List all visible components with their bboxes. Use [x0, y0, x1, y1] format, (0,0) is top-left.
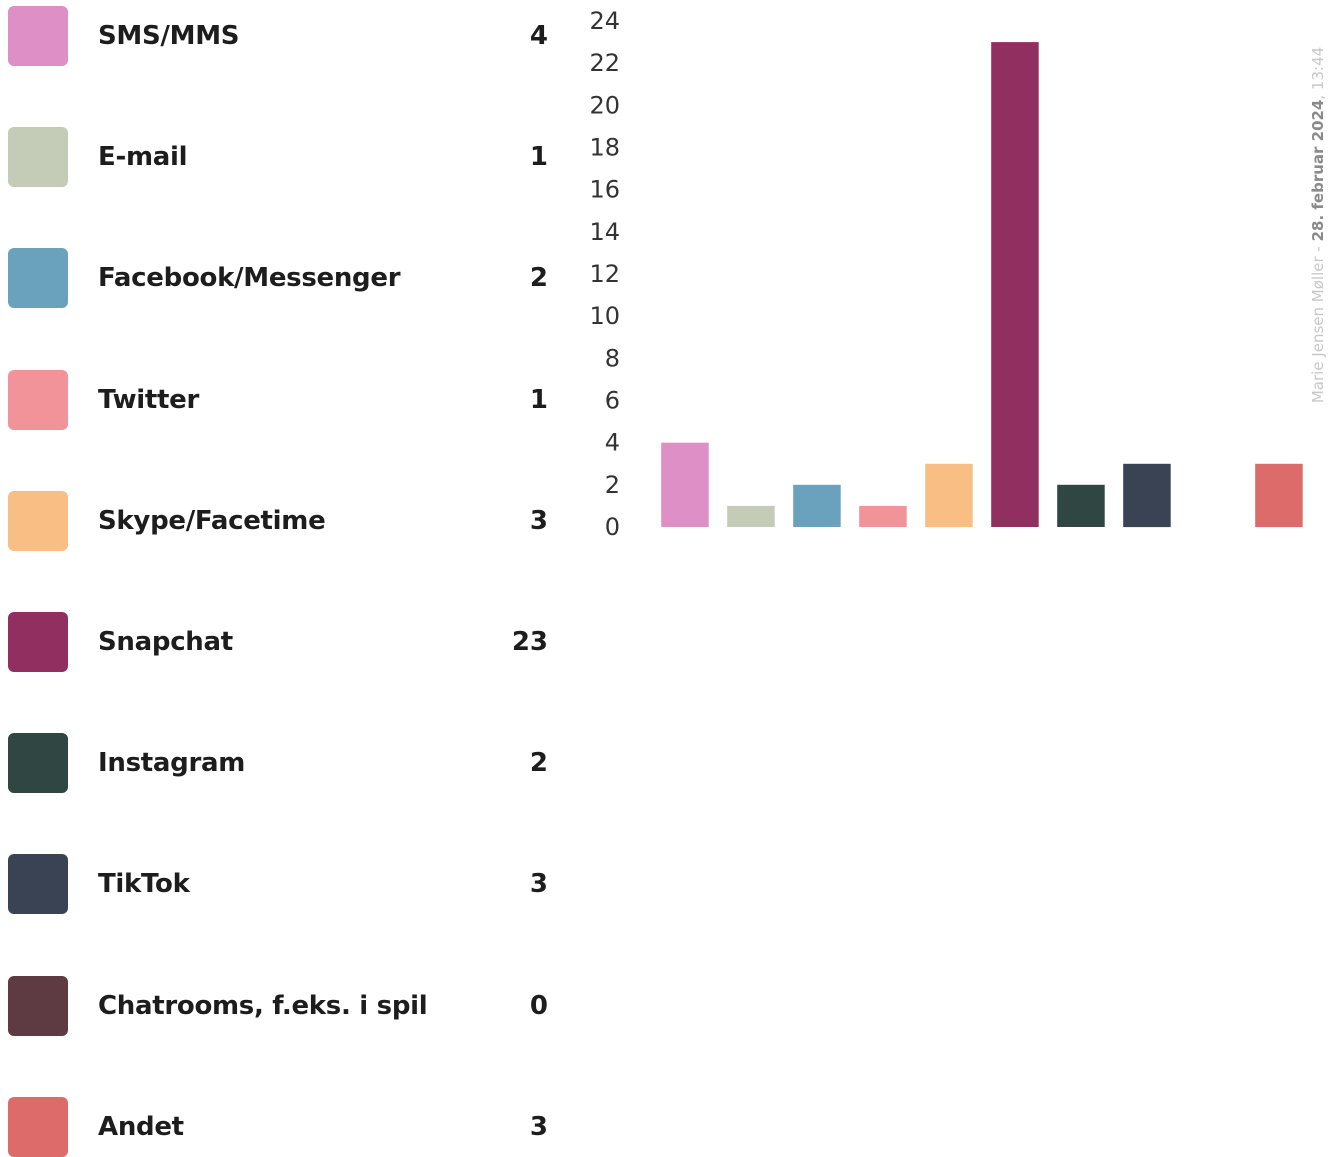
y-tick-label: 24 — [589, 7, 620, 35]
legend-label: Snapchat — [98, 627, 233, 657]
legend-swatch — [8, 733, 68, 794]
legend-item: SMS/MMS 4 — [0, 6, 560, 66]
legend-swatch — [8, 854, 68, 915]
y-tick-label: 4 — [605, 429, 620, 457]
bar — [859, 505, 907, 527]
legend-item: Facebook/Messenger 2 — [0, 248, 560, 309]
legend-item: Snapchat 23 — [0, 612, 560, 672]
y-tick-label: 6 — [605, 387, 620, 415]
legend-label: Skype/Facetime — [98, 505, 326, 536]
legend-swatch — [8, 248, 68, 309]
bar — [727, 505, 775, 527]
legend-label: Andet — [98, 1111, 184, 1142]
legend-count: 2 — [529, 748, 548, 779]
legend-item: TikTok 3 — [0, 854, 560, 915]
legend-count: 23 — [511, 627, 548, 657]
legend-label: Twitter — [98, 384, 200, 415]
legend-count: 3 — [529, 1111, 548, 1142]
y-tick-label: 10 — [589, 302, 620, 330]
legend-label: TikTok — [98, 869, 190, 900]
watermark: Marie Jensen Møller - 28. februar 2024, … — [1309, 47, 1327, 403]
legend-count: 3 — [529, 869, 548, 900]
legend-swatch — [8, 6, 68, 66]
y-tick-label: 22 — [589, 49, 620, 77]
watermark-date: 28. februar 2024 — [1309, 99, 1327, 242]
legend-swatch — [8, 1096, 68, 1157]
bar — [1123, 463, 1171, 528]
bar-chart: 0 2 4 6 8 10 12 14 16 18 20 22 24 — [570, 0, 1310, 580]
legend-swatch — [8, 127, 68, 188]
legend-label: Chatrooms, f.eks. i spil — [98, 990, 428, 1021]
legend-item: Chatrooms, f.eks. i spil 0 — [0, 975, 560, 1036]
y-tick-label: 16 — [589, 176, 620, 204]
legend-label: Facebook/Messenger — [98, 263, 401, 294]
bars — [661, 42, 1303, 528]
y-tick-label: 0 — [605, 513, 620, 541]
bar — [793, 484, 841, 527]
y-tick-label: 2 — [605, 471, 620, 499]
watermark-author: Marie Jensen Møller - — [1309, 241, 1327, 404]
legend-count: 3 — [529, 505, 548, 536]
legend-label: SMS/MMS — [98, 21, 240, 51]
bar — [1255, 463, 1303, 528]
legend-item: Andet 3 — [0, 1096, 560, 1157]
legend-swatch — [8, 975, 68, 1036]
legend-count: 1 — [529, 384, 548, 415]
legend-item: E-mail 1 — [0, 127, 560, 188]
y-tick-label: 20 — [589, 91, 620, 119]
legend-count: 4 — [529, 21, 548, 51]
watermark-time: , 13:44 — [1309, 46, 1327, 100]
legend-label: Instagram — [98, 748, 246, 779]
y-tick-label: 12 — [589, 260, 620, 288]
legend-item: Twitter 1 — [0, 369, 560, 430]
legend-swatch — [8, 490, 68, 551]
y-tick-label: 14 — [589, 218, 620, 246]
y-tick-label: 8 — [605, 344, 620, 372]
legend-swatch — [8, 612, 68, 672]
bar — [991, 42, 1039, 527]
legend-swatch — [8, 369, 68, 430]
y-tick-label: 18 — [589, 134, 620, 162]
legend-item: Instagram 2 — [0, 733, 560, 794]
legend-item: Skype/Facetime 3 — [0, 490, 560, 551]
bar — [661, 442, 709, 527]
legend-label: E-mail — [98, 142, 188, 173]
legend-count: 0 — [529, 990, 548, 1021]
bar — [1057, 484, 1105, 527]
bar — [925, 463, 973, 528]
legend-count: 1 — [529, 142, 548, 173]
chart-legend: SMS/MMS 4 E-mail 1 Facebook/Messenger 2 Twitte… — [0, 0, 570, 1157]
legend-count: 2 — [529, 263, 548, 294]
